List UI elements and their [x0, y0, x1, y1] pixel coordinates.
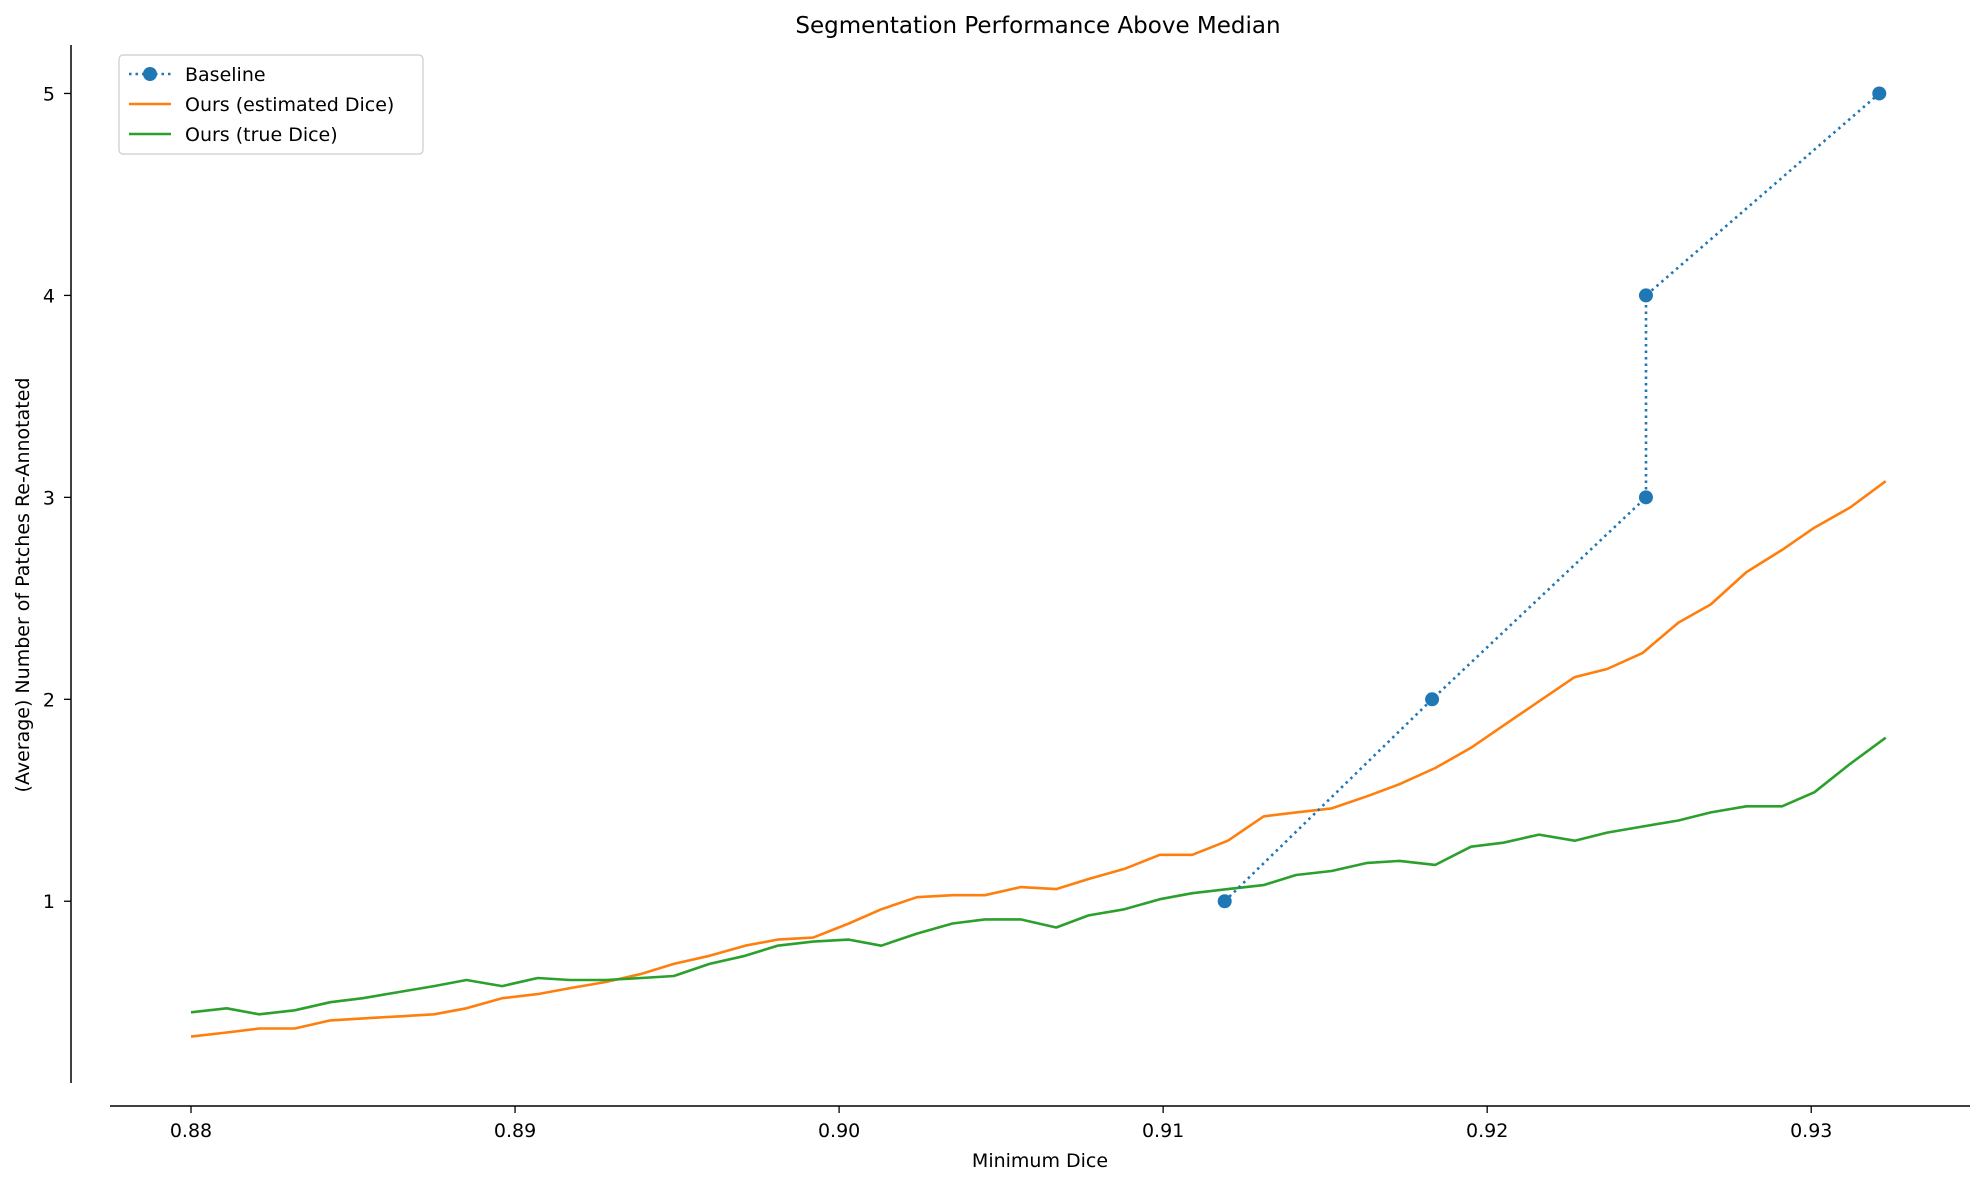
data-point-baseline — [1217, 894, 1232, 909]
data-point-baseline — [1638, 490, 1653, 505]
y-tick-label: 2 — [43, 689, 55, 711]
legend-label-baseline: Baseline — [185, 64, 266, 86]
legend-entry-true: Ours (true Dice) — [129, 124, 338, 146]
series-line-ours-true-dice — [190, 736, 1887, 1016]
x-tick-label: 0.91 — [1142, 1120, 1184, 1142]
legend-entry-baseline: Baseline — [129, 64, 266, 86]
data-point-baseline — [1638, 288, 1653, 303]
legend-marker-baseline — [143, 67, 157, 81]
x-tick-label: 0.93 — [1790, 1120, 1832, 1142]
x-tick-label: 0.92 — [1466, 1120, 1508, 1142]
y-tick-label: 3 — [43, 487, 55, 509]
legend-frame — [118, 54, 424, 155]
legend-label-true: Ours (true Dice) — [185, 124, 338, 146]
x-tick-label: 0.89 — [494, 1120, 536, 1142]
chart-title: Segmentation Performance Above Median — [795, 13, 1280, 39]
y-axis-label: (Average) Number of Patches Re-Annotated — [12, 378, 34, 793]
x-axis-label: Minimum Dice — [972, 1150, 1108, 1172]
legend-label-estimated: Ours (estimated Dice) — [185, 94, 394, 116]
x-tick-label: 0.90 — [818, 1120, 860, 1142]
legend: Baseline Ours (estimated Dice) Ours (tru… — [118, 54, 424, 155]
y-axis-ticks: 1 2 3 4 5 — [43, 83, 71, 913]
data-point-baseline — [1872, 86, 1887, 101]
series-line-ours-estimated-dice — [190, 480, 1887, 1038]
data-point-baseline — [1425, 692, 1440, 707]
y-tick-label: 4 — [43, 285, 55, 307]
x-tick-label: 0.88 — [170, 1120, 212, 1142]
plot-series — [190, 86, 1887, 1038]
y-tick-label: 1 — [43, 891, 55, 913]
series-line-baseline — [1223, 92, 1881, 903]
y-tick-label: 5 — [43, 83, 55, 105]
legend-entry-estimated: Ours (estimated Dice) — [129, 94, 394, 116]
x-axis-ticks: 0.88 0.89 0.90 0.91 0.92 0.93 — [170, 1106, 1832, 1142]
